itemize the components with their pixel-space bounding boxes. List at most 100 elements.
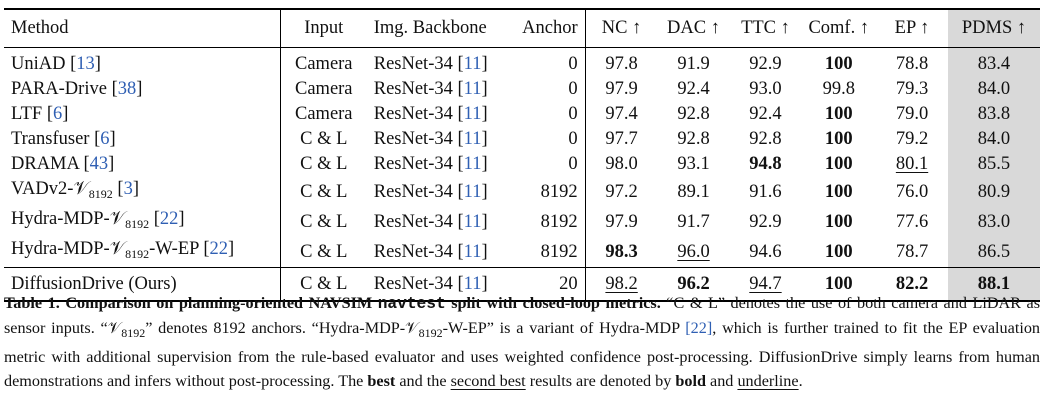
ep-value: 80.1 — [895, 154, 929, 174]
header-ep: EP ↑ — [894, 18, 930, 38]
pdms-value: 83.4 — [977, 54, 1011, 74]
nc-cell: 98.0 — [585, 152, 657, 177]
ttc-cell: 94.7 — [729, 267, 802, 302]
nc-value: 97.9 — [605, 79, 638, 99]
backbone-name: ResNet-34 — [373, 181, 453, 202]
nc-cell: 98.2 — [585, 267, 658, 302]
results-table: Method Input Img. Backbone Anchor NC ↑ D… — [4, 8, 1040, 302]
comf-value: 100 — [824, 154, 853, 174]
pdms-cell: 88.1 — [947, 267, 1040, 302]
backbone-citation[interactable]: 11 — [463, 54, 482, 74]
caption-cite[interactable]: [22] — [685, 319, 713, 337]
table-row: UniAD [13] Camera ResNet-34 [11] 0 97.8 91.9 9… — [4, 47, 1040, 78]
header-anchor: Anchor — [508, 9, 586, 48]
nc-value: 98.0 — [605, 154, 638, 174]
ep-value: 79.0 — [895, 104, 929, 124]
ttc-value: 93.0 — [749, 79, 782, 99]
input-cell: C & L — [280, 267, 367, 302]
anchor-cell: 20 — [508, 267, 586, 302]
ep-cell: 77.6 — [876, 207, 948, 237]
backbone-cell: ResNet-34 [11] — [373, 154, 488, 174]
backbone-cell: ResNet-34 [11] — [373, 181, 488, 202]
anchor-cell: 8192 — [508, 237, 586, 268]
method-citation[interactable]: 6 — [53, 104, 63, 124]
header-dac: DAC ↑ — [667, 18, 720, 38]
pdms-cell: 85.5 — [947, 152, 1040, 177]
method-name: PARA-Drive — [11, 79, 107, 99]
dac-value: 96.2 — [677, 274, 710, 294]
ep-cell: 78.8 — [876, 48, 948, 78]
ep-value: 78.7 — [895, 241, 929, 262]
method-cell: LTF [6] — [4, 102, 281, 127]
method-subscript: 8192 — [88, 187, 113, 201]
method-cell: Hydra-MDP-𝒱8192-W-EP [22] — [4, 237, 281, 268]
pdms-cell: 83.0 — [947, 207, 1040, 237]
caption-best: best — [367, 372, 396, 390]
comf-value: 99.8 — [822, 79, 855, 99]
pdms-value: 85.5 — [977, 154, 1011, 174]
comf-value: 100 — [824, 241, 853, 262]
ttc-value: 92.8 — [749, 129, 782, 149]
pdms-cell: 83.8 — [947, 102, 1040, 127]
method-citation[interactable]: 22 — [209, 239, 229, 259]
method-name: DRAMA — [11, 154, 79, 174]
nc-value: 97.2 — [605, 181, 638, 202]
input-cell: C & L — [300, 211, 348, 232]
pdms-cell: 80.9 — [947, 177, 1040, 207]
backbone-cell: ResNet-34 [11] — [373, 54, 488, 74]
backbone-citation[interactable]: 11 — [463, 241, 482, 262]
backbone-name: ResNet-34 — [373, 154, 453, 174]
pdms-cell: 84.0 — [947, 127, 1040, 152]
ttc-value: 94.7 — [749, 274, 782, 294]
input-cell: Camera — [295, 79, 353, 99]
caption-text-8: . — [798, 372, 803, 390]
method-citation[interactable]: 3 — [123, 179, 133, 199]
comf-cell: 100 — [801, 127, 876, 152]
backbone-citation[interactable]: 11 — [463, 274, 482, 294]
backbone-citation[interactable]: 11 — [463, 129, 482, 149]
caption-sub-1: 8192 — [121, 326, 146, 340]
backbone-citation[interactable]: 11 — [463, 79, 482, 99]
dac-cell: 91.7 — [658, 207, 730, 237]
method-citation[interactable]: 43 — [89, 154, 109, 174]
ep-value: 76.0 — [895, 181, 929, 202]
method-citation[interactable]: 13 — [76, 54, 95, 74]
nc-cell: 97.4 — [585, 102, 657, 127]
pdms-value: 86.5 — [977, 241, 1011, 262]
comf-value: 100 — [824, 211, 853, 232]
anchor-cell: 8192 — [508, 207, 586, 237]
method-citation[interactable]: 22 — [159, 209, 179, 229]
backbone-citation[interactable]: 11 — [463, 104, 482, 124]
backbone-name: ResNet-34 — [373, 274, 453, 294]
ep-cell: 79.3 — [876, 77, 948, 102]
backbone-name: ResNet-34 — [373, 129, 453, 149]
ep-cell: 80.1 — [876, 152, 948, 177]
backbone-citation[interactable]: 11 — [463, 154, 482, 174]
ep-value: 79.3 — [895, 79, 929, 99]
header-pdms: PDMS ↑ — [947, 9, 1040, 48]
table-row: VADv2-𝒱8192 [3] C & L ResNet-34 [11] 8192 97… — [4, 177, 1040, 207]
ep-value: 79.2 — [895, 129, 929, 149]
method-citation[interactable]: 38 — [117, 79, 137, 99]
dac-value: 96.0 — [677, 241, 710, 262]
method-citation[interactable]: 6 — [100, 129, 110, 149]
caption-text-7: and — [710, 372, 734, 390]
backbone-citation[interactable]: 11 — [463, 211, 482, 232]
pdms-cell: 84.0 — [947, 77, 1040, 102]
ttc-cell: 92.8 — [730, 127, 802, 152]
table-row: Transfuser [6] C & L ResNet-34 [11] 0 97.7 92… — [4, 127, 1040, 152]
comf-value: 100 — [824, 181, 853, 202]
backbone-cell: ResNet-34 [11] — [373, 129, 488, 149]
table-row: Hydra-MDP-𝒱8192 [22] C & L ResNet-34 [11] 8… — [4, 207, 1040, 237]
backbone-cell: ResNet-34 [11] — [373, 79, 488, 99]
input-cell: C & L — [300, 154, 348, 174]
ttc-cell: 94.8 — [730, 152, 802, 177]
method-name: DiffusionDrive (Ours) — [11, 274, 177, 294]
method-name: Hydra-MDP-𝒱 — [11, 209, 126, 229]
backbone-citation[interactable]: 11 — [463, 181, 482, 202]
comf-value: 100 — [824, 104, 853, 124]
table-row: LTF [6] Camera ResNet-34 [11] 0 97.4 92.8 92.4… — [4, 102, 1040, 127]
header-backbone: Img. Backbone — [373, 18, 487, 38]
nc-cell: 97.8 — [585, 48, 657, 78]
anchor-cell: 0 — [508, 127, 586, 152]
